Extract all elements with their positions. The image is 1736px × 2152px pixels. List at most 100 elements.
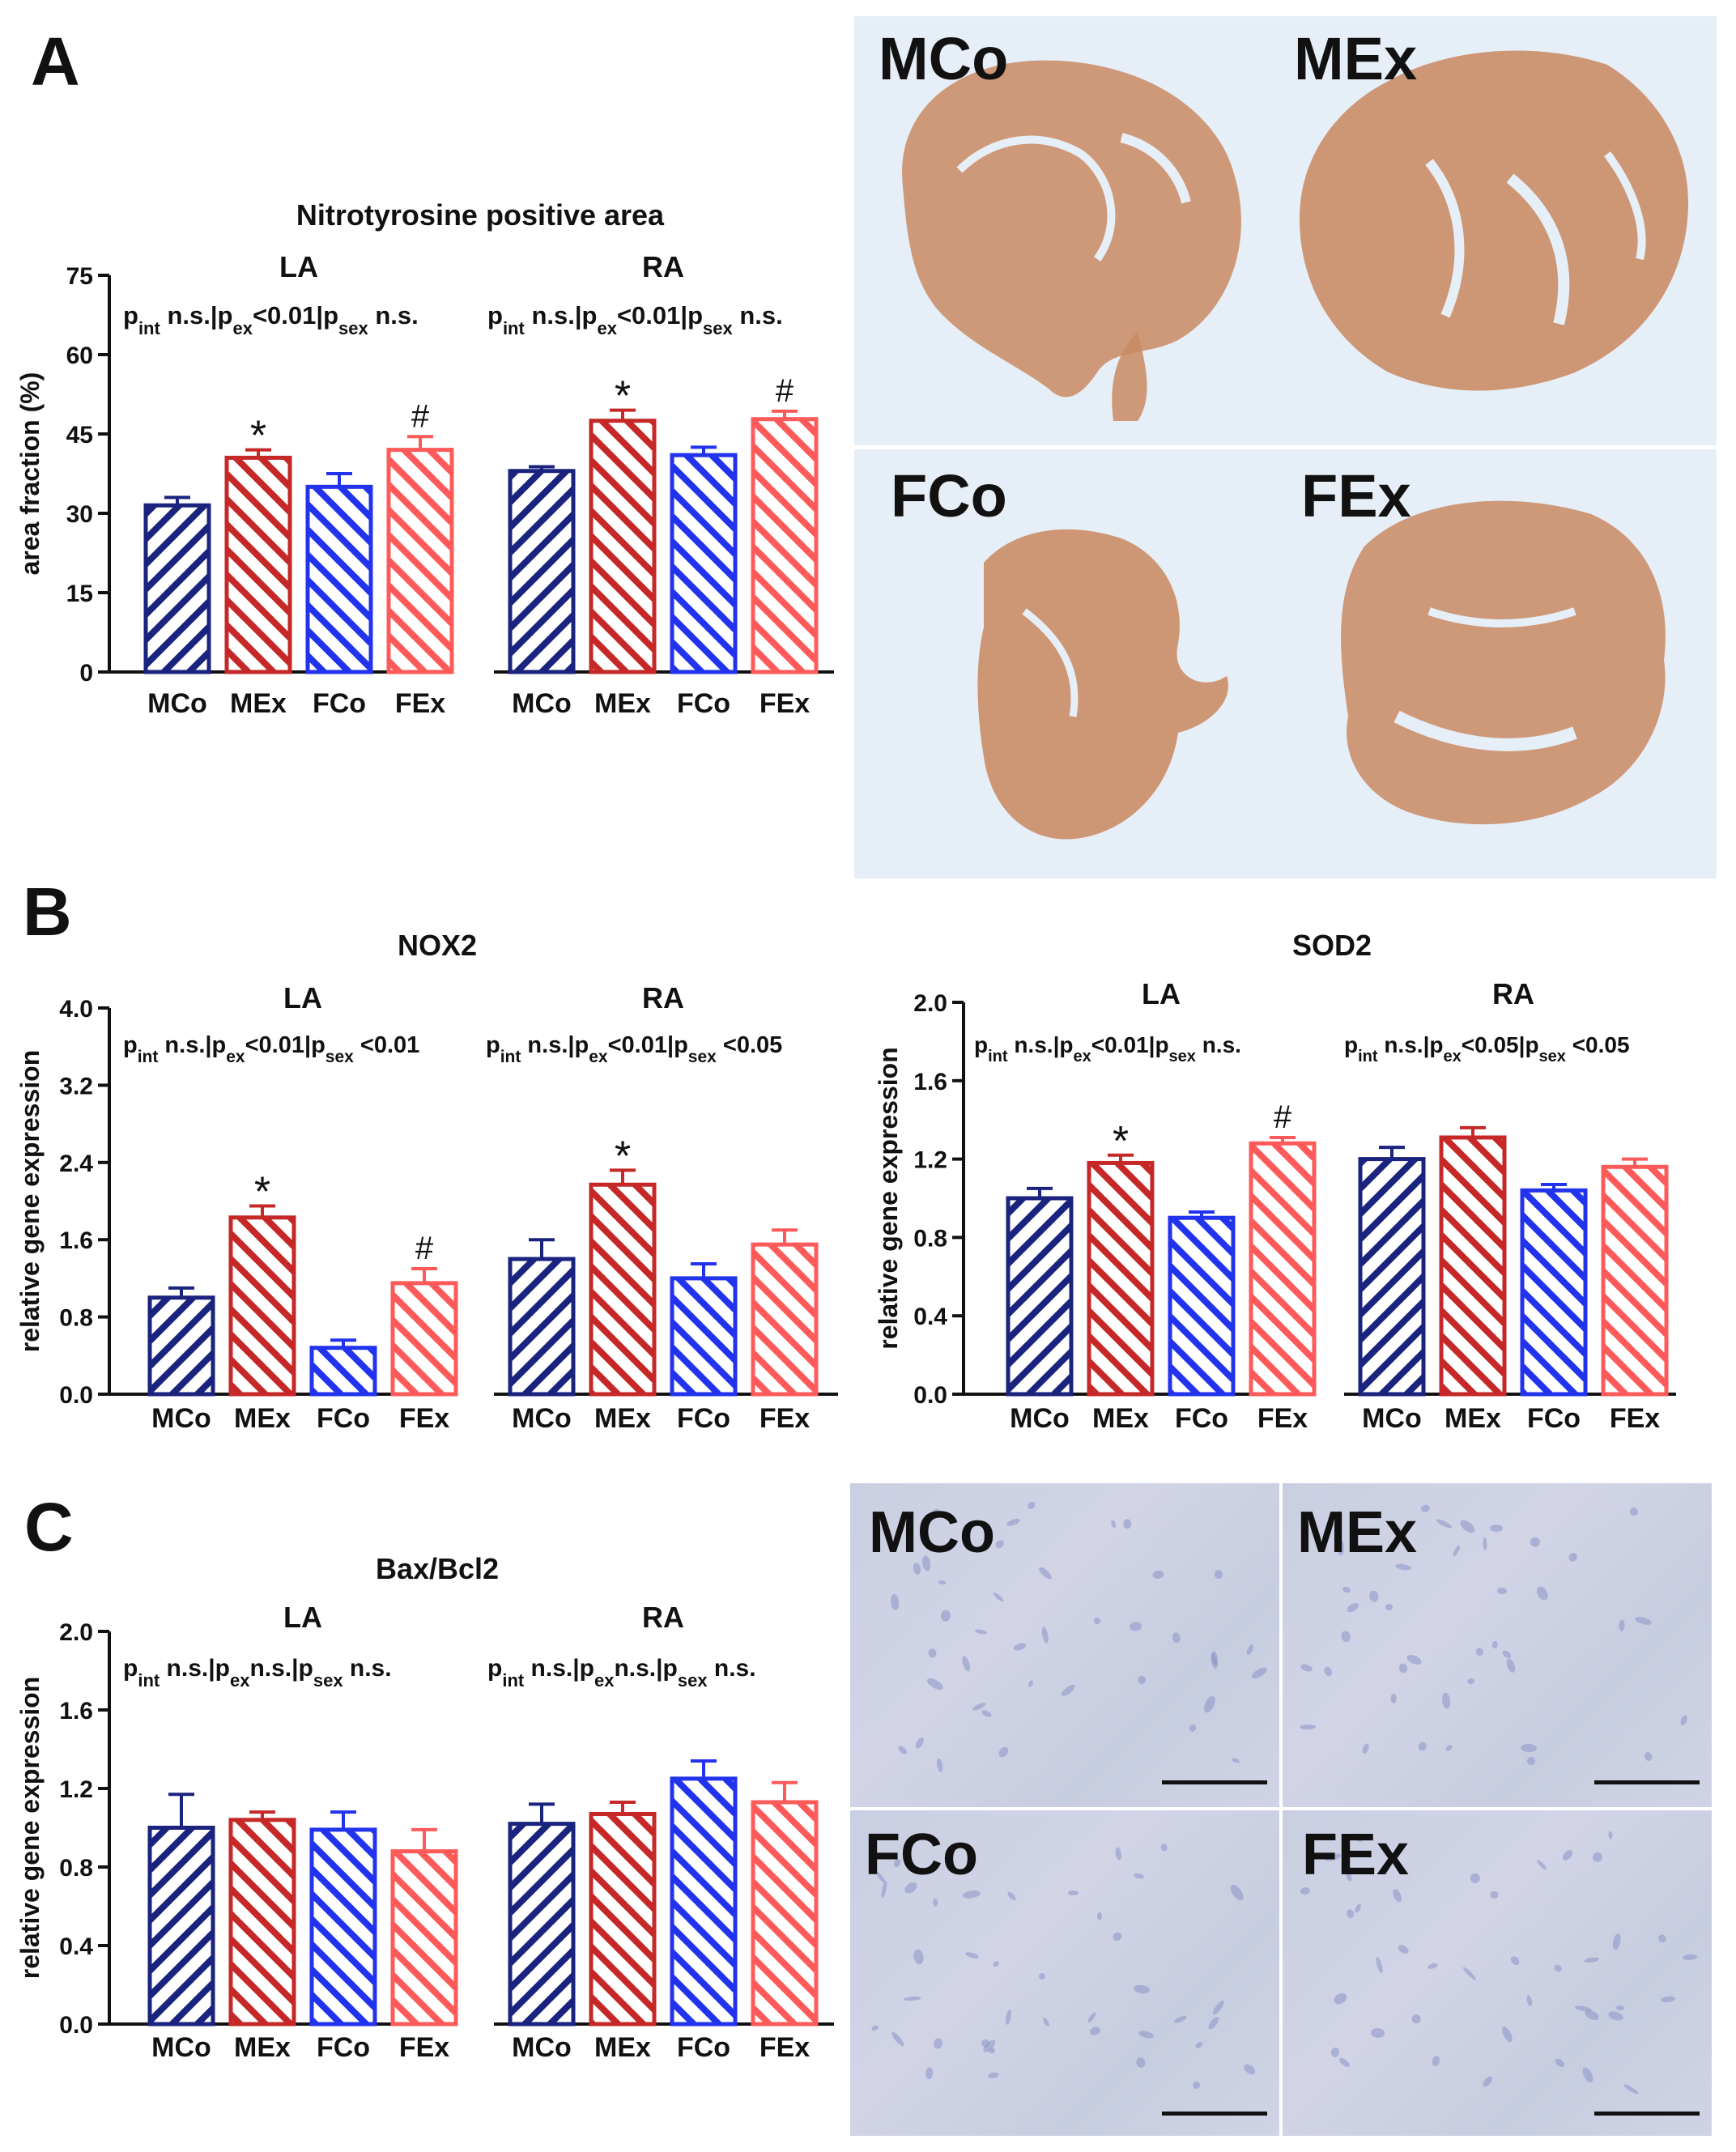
- stats-segment: p: [1344, 1032, 1358, 1057]
- stats-segment: n.s.: [158, 1032, 205, 1058]
- stats-segment: int: [503, 318, 525, 338]
- y-tick-label: 60: [66, 342, 93, 369]
- heart-section-mco-drawing: [902, 60, 1241, 421]
- stats-text: pint n.s.|pex<0.01|psex n.s.: [123, 301, 419, 338]
- nucleus: [1431, 2054, 1441, 2067]
- bar-la-mex: [1087, 1160, 1155, 1397]
- nucleus: [1111, 1930, 1124, 1942]
- stats-segment: |p: [304, 1032, 326, 1058]
- chart-title: NOX2: [398, 929, 477, 962]
- nucleus: [964, 1951, 979, 1960]
- nucleus: [913, 1735, 925, 1750]
- nucleus: [1504, 1657, 1517, 1674]
- group-label: LA: [1142, 977, 1181, 1010]
- chart-title: Nitrotyrosine positive area: [296, 198, 665, 232]
- bar-la-mex: [224, 455, 292, 674]
- stats-text: pint n.s.|pex<0.01|psex <0.01: [123, 1032, 419, 1066]
- scale-bar: [1162, 1780, 1267, 1784]
- nucleus: [994, 1538, 1006, 1550]
- x-tick-label: FCo: [317, 2032, 370, 2063]
- x-tick-label: FEx: [399, 2032, 449, 2063]
- y-tick-label: 4.0: [59, 996, 93, 1023]
- y-tick-label: 2.0: [913, 990, 947, 1017]
- nucleus: [1338, 2056, 1351, 2069]
- nucleus: [1194, 2040, 1204, 2049]
- bar-ra-mex: [589, 1182, 657, 1397]
- nucleus: [1370, 2027, 1385, 2039]
- nucleus: [1231, 1757, 1240, 1765]
- nucleus: [1566, 1551, 1579, 1564]
- micrograph-label-fco: FCo: [865, 1822, 978, 1887]
- micrograph-fex: [1283, 1810, 1712, 2136]
- scale-bar: [1162, 2112, 1267, 2116]
- nucleus: [1361, 1742, 1371, 1754]
- y-tick-label: 3.2: [59, 1073, 93, 1099]
- micrograph-mex: [1283, 1483, 1712, 1807]
- nucleus: [1241, 2061, 1257, 2078]
- y-tick-label: 0.8: [59, 1855, 93, 1882]
- y-tick-label: 0.0: [59, 2012, 93, 2039]
- nucleus: [1440, 1692, 1451, 1710]
- bar-la-fco: [305, 484, 373, 674]
- nucleus: [987, 2072, 999, 2080]
- nucleus: [1470, 1873, 1481, 1884]
- bar-la-fex: [390, 1849, 458, 2027]
- nucleus: [1474, 1646, 1485, 1657]
- nucleus: [1520, 1742, 1537, 1753]
- y-tick-label: 0.8: [59, 1305, 93, 1332]
- nucleus: [1093, 1616, 1102, 1625]
- nucleus: [1553, 2057, 1566, 2069]
- nucleus: [992, 1591, 1005, 1603]
- bar-ra-fco: [1520, 1188, 1588, 1397]
- stats-segment: <0.01: [253, 301, 316, 330]
- nucleus: [1332, 1991, 1349, 2007]
- nucleus: [1457, 1517, 1478, 1536]
- x-tick-label: MCo: [1362, 1403, 1422, 1434]
- stats-segment: sex: [326, 1048, 354, 1066]
- nucleus: [903, 1996, 921, 2001]
- y-tick-label: 0.4: [59, 1933, 93, 1960]
- x-tick-label: FCo: [1175, 1403, 1228, 1434]
- nucleus: [1027, 1679, 1034, 1688]
- nucleus: [933, 1898, 938, 1907]
- x-tick-label: MEx: [230, 688, 287, 719]
- stats-segment: <0.05: [717, 1032, 782, 1058]
- nucleus: [1086, 2010, 1097, 2024]
- significance-marker: *: [1113, 1118, 1129, 1165]
- bar-la-mex: [228, 1818, 296, 2027]
- nucleus: [1411, 2014, 1422, 2024]
- stats-text: pint n.s.|pex<0.01|psex <0.05: [486, 1032, 782, 1066]
- heart-section-fco-drawing: [977, 529, 1228, 840]
- nucleus: [1134, 2056, 1147, 2069]
- nucleus: [1525, 1755, 1538, 1767]
- x-tick-label: FEx: [1610, 1403, 1660, 1434]
- nucleus: [960, 1655, 972, 1674]
- x-tick-label: MCo: [151, 1403, 211, 1434]
- x-tick-label: MEx: [594, 688, 651, 719]
- nucleus: [870, 2024, 880, 2032]
- nucleus: [1683, 1954, 1698, 1961]
- y-tick-label: 2.4: [59, 1150, 93, 1177]
- nucleus: [1206, 2015, 1221, 2031]
- nucleus: [1202, 1694, 1218, 1714]
- stats-segment: |p: [208, 1655, 230, 1682]
- stats-segment: |p: [680, 301, 703, 330]
- nucleus: [1580, 2065, 1595, 2085]
- stats-segment: n.s.: [525, 301, 575, 330]
- nucleus: [1041, 2017, 1051, 2028]
- bar-la-mex: [228, 1215, 296, 1397]
- nucleus: [1132, 1984, 1150, 1995]
- nucleus: [1129, 1621, 1142, 1632]
- stats-segment: n.s.: [160, 1655, 208, 1682]
- heart-section-mex: [1267, 16, 1717, 445]
- stats-segment: ex: [232, 318, 253, 338]
- nucleus: [1619, 1619, 1625, 1631]
- stats-segment: sex: [338, 318, 368, 338]
- x-tick-label: MCo: [147, 688, 207, 719]
- nucleus: [1445, 1744, 1454, 1753]
- charts-layer: Nitrotyrosine positive area area fraction…: [15, 198, 1676, 2063]
- stats-segment: <0.01: [608, 1032, 667, 1058]
- nucleus: [1436, 1517, 1453, 1529]
- nucleus: [1006, 1890, 1018, 1902]
- nucleus: [1097, 1912, 1103, 1921]
